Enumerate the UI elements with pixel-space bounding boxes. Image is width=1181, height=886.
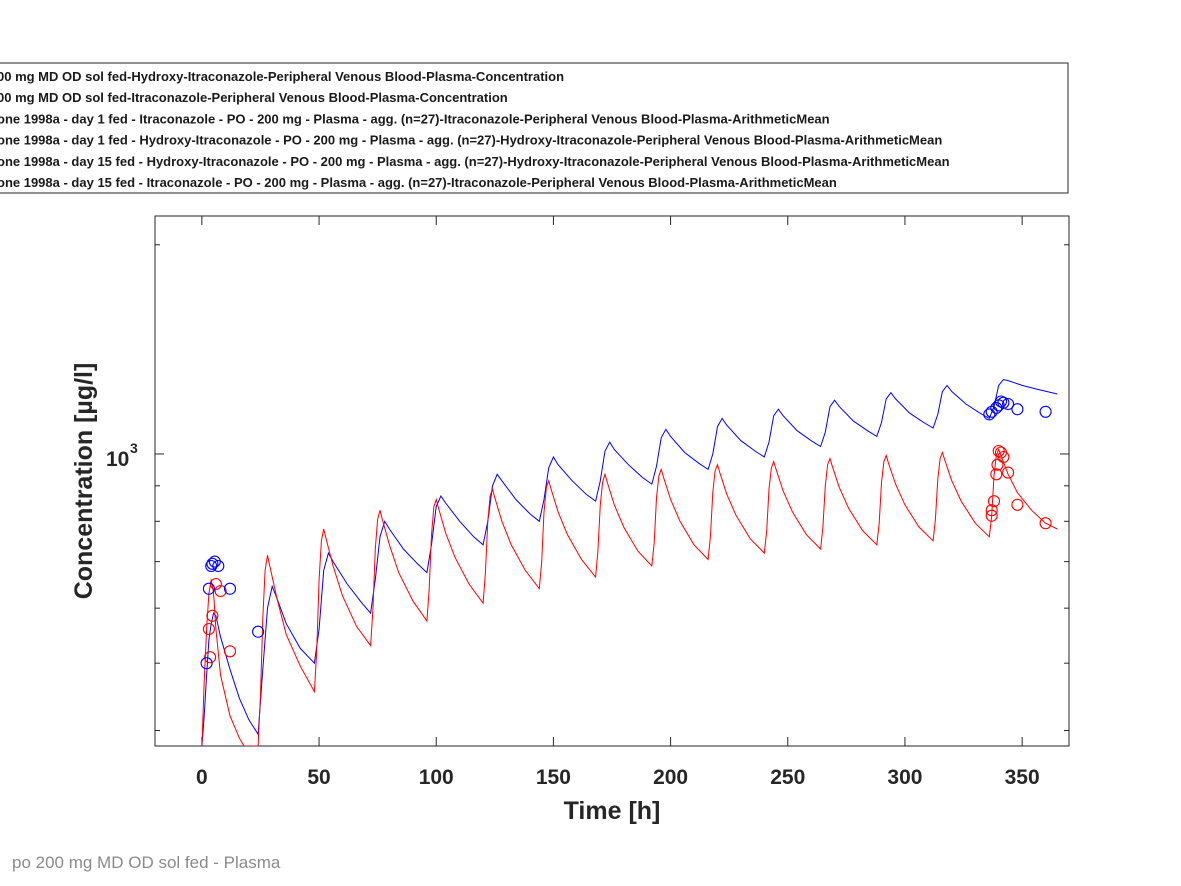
legend-entry-3: one 1998a - day 1 fed - Itraconazole - P… [0, 111, 830, 126]
x-tick-label-150: 150 [536, 766, 571, 789]
legend-entry-6: one 1998a - day 15 fed - Itraconazole - … [0, 175, 837, 190]
plot-area [154, 215, 1070, 747]
y-tick-label-base: 10 [106, 448, 129, 471]
legend: 00 mg MD OD sol fed-Hydroxy-Itraconazole… [0, 62, 1069, 194]
series-4-point-10 [985, 405, 998, 418]
series-4-point-4 [206, 557, 219, 570]
series-4-point-7 [223, 582, 237, 595]
axis-tick-labels: 0 50 100 150 200 250 300 350 10 3 [106, 440, 1040, 789]
series-3-point-9 [987, 495, 1001, 508]
series-3-point-14 [997, 450, 1010, 464]
x-tick-label-250: 250 [770, 766, 805, 789]
axis-ticks [155, 216, 1069, 746]
series-4-point-9 [983, 408, 996, 421]
series-3-point-4 [209, 577, 222, 591]
x-tick-label-100: 100 [419, 766, 454, 789]
series-3-point-10 [990, 468, 1003, 481]
series-3-point-3 [206, 609, 219, 622]
series-4-point-14 [997, 396, 1010, 409]
series-4-point-6 [212, 559, 225, 573]
legend-entry-5: one 1998a - day 15 fed - Hydroxy-Itracon… [0, 154, 950, 169]
legend-entry-4: one 1998a - day 1 fed - Hydroxy-Itracona… [0, 133, 942, 148]
series-3-point-15 [1002, 466, 1015, 479]
legend-box [0, 62, 1069, 194]
x-tick-label-300: 300 [887, 766, 922, 789]
series-3-point-16 [1011, 498, 1024, 511]
series-3-point-7 [985, 509, 998, 522]
series-3-point-17 [1039, 517, 1052, 530]
series-4-point-3 [205, 559, 218, 573]
series-3-point-8 [985, 504, 998, 517]
series-3-point-5 [214, 584, 227, 598]
series-3-point-11 [991, 458, 1004, 471]
series-line-2 [201, 448, 1058, 746]
x-axis-label: Time [h] [564, 797, 661, 825]
y-axis-label: Concentration [µg/l] [70, 363, 98, 600]
series-3-point-12 [992, 444, 1005, 458]
series-4-point-16 [1011, 403, 1024, 416]
series-4-point-15 [1002, 397, 1015, 411]
x-tick-label-0: 0 [196, 766, 208, 789]
footer-caption: po 200 mg MD OD sol fed - Plasma [12, 853, 281, 872]
x-tick-label-50: 50 [307, 766, 330, 789]
series-4-point-2 [202, 582, 215, 595]
legend-entry-1: 00 mg MD OD sol fed-Hydroxy-Itraconazole… [0, 69, 564, 84]
series-4-point-17 [1039, 405, 1052, 418]
series-4-point-1 [200, 657, 213, 670]
series-3-point-1 [202, 622, 215, 636]
series-3-point-6 [223, 645, 237, 658]
y-tick-label-exponent: 3 [130, 440, 138, 456]
x-tick-label-350: 350 [1005, 766, 1040, 789]
legend-entry-2: 00 mg MD OD sol fed-Itraconazole-Periphe… [0, 90, 508, 105]
series-4-point-8 [252, 625, 265, 638]
series-line-1 [201, 378, 1058, 746]
x-tick-label-200: 200 [653, 766, 688, 789]
series-3-point-2 [204, 651, 217, 664]
series-4-point-13 [994, 395, 1008, 408]
series-layer [200, 378, 1058, 746]
series-4-point-5 [208, 555, 221, 568]
